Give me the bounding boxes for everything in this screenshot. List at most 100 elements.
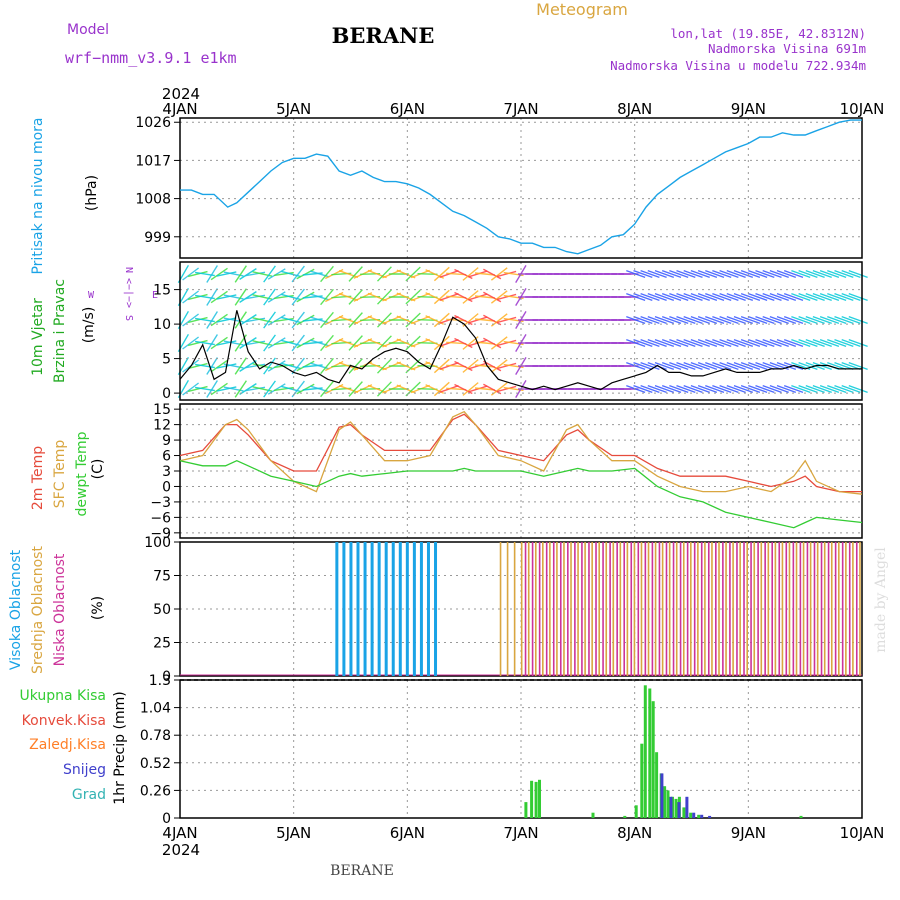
wind-arrow [647,315,667,325]
wind-arrow [338,316,359,324]
wind-arrow [697,338,718,348]
wind-unit: (m/s) [81,307,97,344]
wind-arrow [719,384,739,394]
wind-arrow [239,383,257,395]
y-tick-label: 25 [153,636,171,652]
y-tick-label: 50 [153,602,171,618]
y-tick-label: 10 [153,317,171,333]
wind-arrow [697,384,718,394]
wind-arrow [483,337,502,349]
wind-arrow [210,313,228,327]
y-tick-label: 12 [153,418,171,434]
wind-arrow [182,313,200,327]
wind-arrow [633,292,653,302]
wind-arrow [705,315,725,325]
wind-title-2: Brzina i Pravac [52,279,68,383]
wind-arrow [748,292,768,302]
wind-arrow [376,266,392,282]
wind-arrow [783,384,804,394]
wind-arrow [690,269,710,279]
precip-snow-bar [660,773,664,818]
wind-arrow [669,361,689,371]
wind-arrow [676,361,696,371]
wind-arrow [798,315,818,325]
wind-arrow [783,269,804,279]
wind-arrow [705,384,725,394]
wind-arrow [474,364,495,368]
wind-arrow [683,384,703,394]
pressure-unit: (hPa) [84,175,100,211]
precip-total-bar [689,812,693,818]
precip-legend-snow: Snijeg [63,762,106,778]
wind-arrow [819,269,840,279]
wind-arrow [376,312,392,328]
wind-arrow [798,292,818,302]
wind-arrow [206,357,218,375]
y-tick-label: 6 [162,449,171,465]
wind-dir-n: N [123,267,134,273]
wind-arrow [712,315,732,325]
wind-dir-w: W [88,290,95,301]
wind-arrow [216,294,237,300]
wind-arrow [834,292,854,302]
wind-dir-s: S [123,315,134,321]
wind-arrow [733,361,754,371]
wind-arrow [348,335,363,351]
wind-arrow [367,361,387,371]
wind-arrow [263,288,276,306]
footer-station: BERANE [330,863,394,879]
wind-arrow [755,269,775,279]
precip-total-bar [634,805,638,818]
wind-arrow [239,291,257,303]
wind-arrow [762,338,782,348]
wind-arrow [719,315,739,325]
precip-total-bar [591,812,595,818]
wind-arrow [676,315,696,325]
wind-arrow [626,292,646,302]
x-tick-label-bottom: 8JAN [617,824,652,842]
wind-arrow [848,292,868,302]
precip-total-bar [663,786,667,818]
wind-arrow [762,384,782,394]
wind-arrow [791,384,811,394]
wind-arrow [805,338,825,348]
wind-arrow [483,268,502,280]
wind-arrow [320,288,334,306]
model-name: wrf−nmm_v3.9.1 e1km [65,49,237,67]
wind-arrow [690,292,710,302]
wind-arrow [267,337,286,349]
wind-arrow [338,293,359,301]
wind-arrow [819,384,840,394]
wind-arrow [348,289,363,305]
wind-arrow [776,384,797,394]
x-tick-label-top: 6JAN [390,100,425,118]
wind-arrow [676,292,696,302]
wind-arrow [483,314,502,326]
wind-arrow [245,386,266,392]
wind-arrow [827,361,847,371]
wind-arrow [474,295,495,299]
wind-arrow [633,269,653,279]
wind-arrow [496,362,517,370]
precip-total-bar [666,790,670,818]
wind-arrow [848,361,868,371]
wind-arrow [798,361,818,371]
y-tick-label: 0 [162,811,171,827]
wind-arrow [669,384,689,394]
wind-arrow [676,269,696,279]
wind-arrow [733,292,754,302]
wind-arrow [762,315,782,325]
y-tick-label: 999 [144,230,171,246]
precip-snow-bar [700,814,704,818]
cloud-unit: (%) [90,596,106,620]
wind-arrow [834,315,854,325]
wind-arrow [376,335,392,351]
wind-arrow [669,269,689,279]
wind-arrow [462,290,479,304]
wind-arrow [367,384,387,394]
wind-arrow [273,294,294,300]
wind-arrow [748,338,768,348]
wind-arrow [805,292,825,302]
wind-arrow [654,315,675,325]
